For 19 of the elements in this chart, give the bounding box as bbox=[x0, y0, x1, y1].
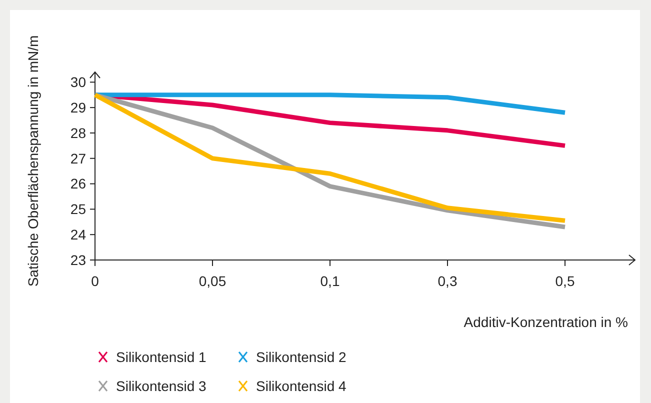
x-tick-label: 0,3 bbox=[438, 273, 458, 289]
y-tick-label: 25 bbox=[70, 201, 86, 218]
x-tick-label: 0,05 bbox=[198, 273, 226, 289]
y-tick-label: 23 bbox=[70, 252, 86, 268]
y-tick-label: 29 bbox=[70, 99, 86, 116]
y-axis-title: Satische Oberflächenspannung in mN/m bbox=[25, 35, 41, 287]
legend-label: Silikontensid 2 bbox=[256, 349, 346, 365]
y-tick-label: 27 bbox=[70, 150, 86, 166]
x-tick-label: 0 bbox=[91, 273, 100, 289]
y-tick-label: 30 bbox=[70, 74, 86, 90]
y-tick-label: 28 bbox=[70, 124, 86, 141]
legend-label: Silikontensid 4 bbox=[256, 378, 346, 394]
x-tick-label: 0,1 bbox=[320, 273, 340, 289]
legend-label: Silikontensid 1 bbox=[116, 349, 206, 365]
x-tick-label: 0,5 bbox=[555, 273, 575, 289]
legend-label: Silikontensid 3 bbox=[116, 378, 206, 394]
y-tick-label: 24 bbox=[70, 226, 86, 242]
x-axis-title: Additiv-Konzentration in % bbox=[464, 314, 628, 330]
y-tick-label: 26 bbox=[70, 176, 86, 192]
